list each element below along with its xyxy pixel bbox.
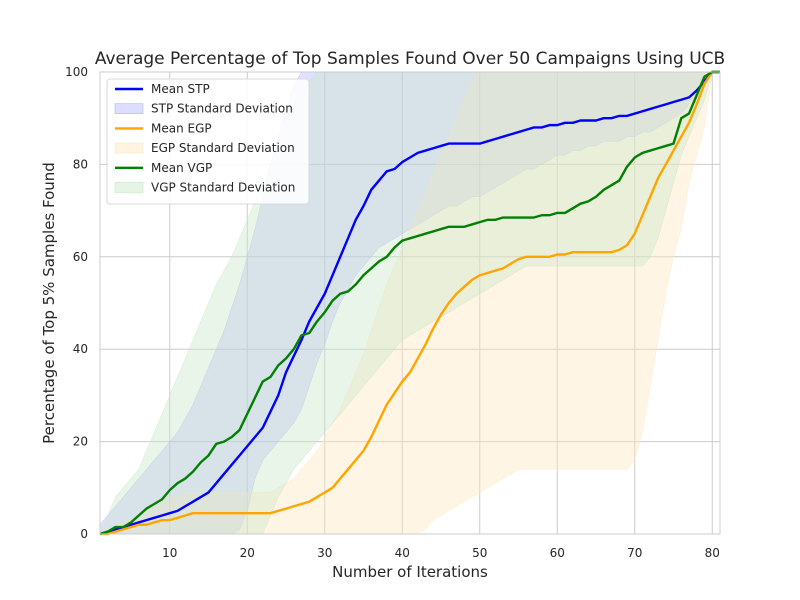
y-tick-label: 20 [73,435,88,449]
chart-title: Average Percentage of Top Samples Found … [95,49,725,69]
mean-stp-line [99,70,720,536]
legend-patch-swatch [114,103,144,114]
mean-lines [99,70,720,536]
x-axis-label: Number of Iterations [332,563,488,581]
legend-patch-swatch [114,142,144,154]
y-tick-label: 100 [65,65,88,79]
y-tick-label: 0 [80,527,88,541]
y-tick-label: 40 [73,342,88,356]
legend-label: Mean STP [151,82,210,96]
x-tick-label: 30 [317,546,332,560]
y-tick-label: 80 [73,157,88,171]
plot-frame [99,71,721,535]
legend-box [106,78,310,205]
x-tick-label: 10 [162,546,177,560]
plot-area: 10 20 30 40 50 60 70 80 0 20 40 60 80 100 [65,65,721,560]
y-tick-label: 60 [73,250,88,264]
x-axis-ticks: 10 20 30 40 50 60 70 80 [162,546,720,560]
x-tick-label: 80 [705,546,720,560]
y-axis-ticks: 0 20 40 60 80 100 [65,65,88,541]
legend-label: EGP Standard Deviation [151,141,295,155]
legend-label: Mean VGP [151,161,212,175]
legend-label: STP Standard Deviation [151,102,293,116]
y-axis-label: Percentage of Top 5% Samples Found [40,162,58,444]
legend-patch-swatch [114,182,144,193]
mean-vgp-line [99,70,720,536]
x-tick-label: 20 [240,546,255,560]
x-tick-label: 50 [472,546,487,560]
legend: Mean STP STP Standard Deviation Mean EGP EG… [106,78,310,205]
x-tick-label: 70 [627,546,642,560]
x-tick-label: 40 [395,546,410,560]
x-tick-label: 60 [550,546,565,560]
mean-egp-line [100,70,720,536]
legend-label: Mean EGP [151,121,212,135]
legend-label: VGP Standard Deviation [151,181,295,195]
